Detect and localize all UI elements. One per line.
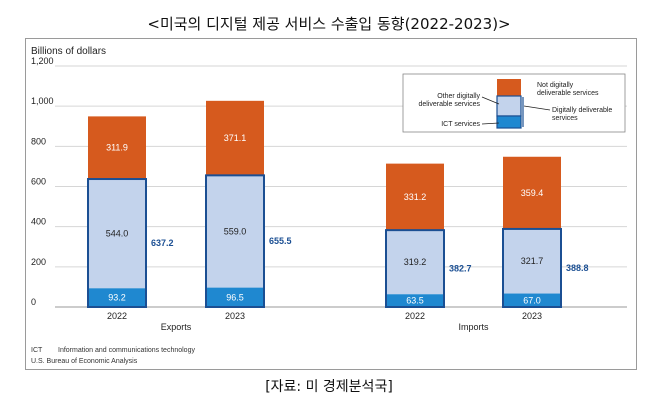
- data-label-other: 321.7: [521, 256, 544, 266]
- y-tick-label: 1,000: [31, 96, 54, 106]
- data-label-ict: 93.2: [108, 293, 126, 303]
- bar-ict: [503, 293, 561, 307]
- chart-source: U.S. Bureau of Economic Analysis: [31, 358, 138, 365]
- footnote-text: Information and communications technolog…: [58, 347, 195, 354]
- y-tick-label: 1,200: [31, 56, 54, 66]
- bar-digital-outline: [385, 229, 445, 308]
- legend-swatch-ict: [496, 115, 522, 129]
- data-label-not-digital: 331.2: [404, 192, 427, 202]
- data-label-other: 544.0: [106, 229, 129, 239]
- legend-swatch-other: [496, 95, 522, 117]
- y-tick-label: 200: [31, 257, 46, 267]
- bar-other-digital: [88, 179, 146, 289]
- data-label-not-digital: 311.9: [106, 143, 128, 153]
- y-tick-label: 400: [31, 217, 46, 227]
- x-tick-label: 2022: [405, 311, 425, 321]
- chart-frame: [25, 38, 637, 370]
- bar-other-digital: [503, 228, 561, 294]
- bar-ict: [88, 288, 146, 307]
- legend: Not digitally deliverable services Other …: [402, 73, 626, 133]
- x-tick-label: 2023: [225, 311, 245, 321]
- legend-leader-other: [481, 96, 500, 105]
- legend-label-ict: ICT services: [441, 121, 480, 128]
- data-label-ict: 67.0: [523, 295, 541, 305]
- x-tick-label: 2022: [107, 311, 127, 321]
- x-tick-label: 2023: [522, 311, 542, 321]
- group-label: Imports: [458, 322, 489, 332]
- bar-digital-outline: [205, 174, 265, 308]
- group-label: Exports: [161, 322, 192, 332]
- bar-ict: [206, 287, 264, 307]
- data-label-other: 319.2: [404, 257, 427, 267]
- footnote-abbr: ICT: [31, 347, 43, 354]
- data-label-not-digital: 371.1: [224, 133, 247, 143]
- source-caption: [자료: 미 경제분석국]: [265, 379, 393, 395]
- legend-label-other: Other digitally deliverable services: [419, 93, 481, 108]
- y-tick-label: 600: [31, 177, 46, 187]
- bar-not-digital: [88, 116, 146, 180]
- data-label-ict: 96.5: [226, 292, 244, 302]
- data-label-digital-total: 655.5: [269, 236, 292, 246]
- legend-leader-digital-total: [523, 105, 551, 111]
- bar-not-digital: [206, 100, 264, 176]
- legend-label-digital-total: Digitally deliverable services: [552, 107, 612, 122]
- data-label-other: 559.0: [224, 226, 247, 236]
- bar-other-digital: [206, 175, 264, 288]
- bar-digital-outline: [87, 178, 147, 309]
- page-title: <미국의 디지털 제공 서비스 수출입 동향(2022-2023)>: [147, 15, 511, 33]
- y-tick-label: 800: [31, 136, 46, 146]
- legend-label-not-digital: Not digitally deliverable services: [537, 82, 599, 97]
- y-axis-label: Billions of dollars: [31, 46, 106, 57]
- data-label-digital-total: 637.2: [151, 238, 174, 248]
- data-label-digital-total: 382.7: [449, 264, 472, 274]
- legend-swatch-not-digital: [497, 79, 521, 96]
- bar-not-digital: [503, 156, 561, 229]
- y-tick-label: 0: [31, 297, 36, 307]
- data-label-ict: 63.5: [406, 296, 424, 306]
- bar-other-digital: [386, 230, 444, 295]
- bar-digital-outline: [502, 227, 562, 308]
- bar-not-digital: [386, 163, 444, 231]
- data-label-digital-total: 388.8: [566, 263, 589, 273]
- bar-ict: [386, 294, 444, 307]
- data-label-not-digital: 359.4: [521, 188, 544, 198]
- legend-leader-ict: [481, 122, 500, 125]
